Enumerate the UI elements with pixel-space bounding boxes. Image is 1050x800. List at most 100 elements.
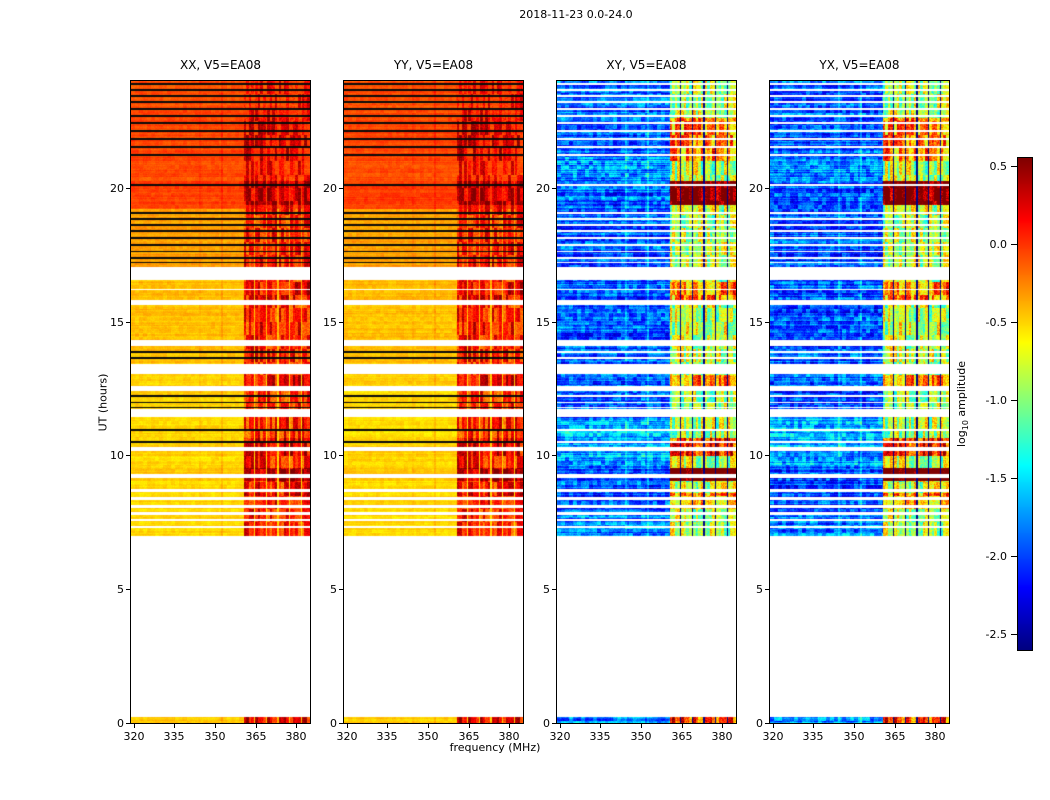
x-tick-label: 350 — [630, 730, 652, 743]
y-tick-label: 10 — [323, 449, 337, 462]
colorbar-tick-label: -1.5 — [985, 472, 1007, 485]
y-tick-mark — [126, 188, 130, 189]
y-tick-label: 5 — [330, 583, 337, 596]
y-tick-mark — [339, 723, 343, 724]
x-tick-label: 320 — [336, 730, 358, 743]
x-tick-mark — [773, 724, 774, 728]
x-tick-label: 350 — [843, 730, 865, 743]
x-tick-mark — [641, 724, 642, 728]
colorbar-tick-mark — [1011, 556, 1017, 557]
colorbar-tick-mark — [1011, 166, 1017, 167]
y-tick-mark — [339, 188, 343, 189]
colorbar-tick-label: -0.5 — [985, 316, 1007, 329]
y-tick-mark — [339, 589, 343, 590]
y-tick-label: 20 — [110, 182, 124, 195]
x-tick-label: 335 — [163, 730, 185, 743]
colorbar-tick-mark — [1011, 400, 1017, 401]
colorbar-tick-mark — [1011, 478, 1017, 479]
y-tick-mark — [765, 322, 769, 323]
x-tick-mark — [600, 724, 601, 728]
y-tick-mark — [765, 455, 769, 456]
y-tick-label: 0 — [117, 717, 124, 730]
colorbar-axis-label: log10 amplitude — [955, 339, 971, 469]
colorbar-gradient — [1018, 158, 1032, 650]
y-tick-label: 10 — [536, 449, 550, 462]
x-axis-label: frequency (MHz) — [449, 741, 541, 754]
x-tick-label: 380 — [924, 730, 946, 743]
y-tick-mark — [552, 455, 556, 456]
x-tick-mark — [215, 724, 216, 728]
x-tick-mark — [935, 724, 936, 728]
y-tick-label: 5 — [756, 583, 763, 596]
panel-title-xx: XX, V5=EA08 — [179, 58, 262, 72]
y-tick-mark — [765, 589, 769, 590]
y-tick-mark — [339, 455, 343, 456]
x-tick-mark — [134, 724, 135, 728]
colorbar-label-suffix: amplitude — [955, 360, 968, 421]
panel-title-yx: YX, V5=EA08 — [819, 58, 900, 72]
x-tick-label: 335 — [589, 730, 611, 743]
colorbar-tick-label: -1.0 — [985, 394, 1007, 407]
heatmap-canvas-yy — [344, 81, 523, 723]
y-tick-label: 0 — [543, 717, 550, 730]
y-tick-label: 5 — [543, 583, 550, 596]
x-tick-mark — [854, 724, 855, 728]
x-tick-mark — [682, 724, 683, 728]
x-tick-label: 365 — [245, 730, 267, 743]
x-tick-mark — [722, 724, 723, 728]
y-tick-label: 10 — [110, 449, 124, 462]
y-tick-label: 0 — [330, 717, 337, 730]
x-tick-label: 320 — [123, 730, 145, 743]
panel-frame — [130, 80, 311, 724]
colorbar-label-text: log — [955, 430, 968, 448]
x-tick-mark — [895, 724, 896, 728]
x-tick-mark — [296, 724, 297, 728]
y-tick-label: 20 — [749, 182, 763, 195]
colorbar-label-sub: 10 — [961, 420, 971, 431]
y-tick-mark — [765, 188, 769, 189]
colorbar-tick-mark — [1011, 634, 1017, 635]
y-tick-mark — [552, 723, 556, 724]
x-tick-mark — [469, 724, 470, 728]
panel-frame — [556, 80, 737, 724]
x-tick-label: 380 — [285, 730, 307, 743]
panel-frame — [769, 80, 950, 724]
x-tick-mark — [174, 724, 175, 728]
x-tick-label: 320 — [762, 730, 784, 743]
x-tick-label: 335 — [802, 730, 824, 743]
y-tick-mark — [126, 589, 130, 590]
panel-title-yy: YY, V5=EA08 — [393, 58, 474, 72]
colorbar-tick-label: 0.0 — [989, 238, 1008, 251]
x-tick-label: 350 — [417, 730, 439, 743]
y-tick-mark — [552, 589, 556, 590]
colorbar-tick-label: 0.5 — [989, 160, 1008, 173]
y-axis-label: UT (hours) — [96, 373, 110, 432]
x-tick-label: 365 — [671, 730, 693, 743]
heatmap-canvas-yx — [770, 81, 949, 723]
colorbar-tick-mark — [1011, 244, 1017, 245]
x-tick-label: 320 — [549, 730, 571, 743]
panel-title-xy: XY, V5=EA08 — [606, 58, 687, 72]
x-tick-mark — [387, 724, 388, 728]
y-tick-mark — [339, 322, 343, 323]
x-tick-label: 380 — [498, 730, 520, 743]
y-tick-mark — [552, 322, 556, 323]
y-tick-label: 15 — [536, 316, 550, 329]
colorbar-tick-label: -2.5 — [985, 628, 1007, 641]
y-tick-label: 20 — [536, 182, 550, 195]
x-tick-label: 365 — [458, 730, 480, 743]
y-tick-label: 15 — [749, 316, 763, 329]
x-tick-mark — [428, 724, 429, 728]
y-tick-mark — [126, 322, 130, 323]
x-tick-mark — [347, 724, 348, 728]
panel-frame — [343, 80, 524, 724]
x-tick-label: 380 — [711, 730, 733, 743]
y-tick-mark — [552, 188, 556, 189]
y-tick-label: 15 — [110, 316, 124, 329]
x-tick-label: 335 — [376, 730, 398, 743]
y-tick-label: 10 — [749, 449, 763, 462]
y-tick-label: 15 — [323, 316, 337, 329]
x-tick-label: 365 — [884, 730, 906, 743]
colorbar-tick-label: -2.0 — [985, 550, 1007, 563]
